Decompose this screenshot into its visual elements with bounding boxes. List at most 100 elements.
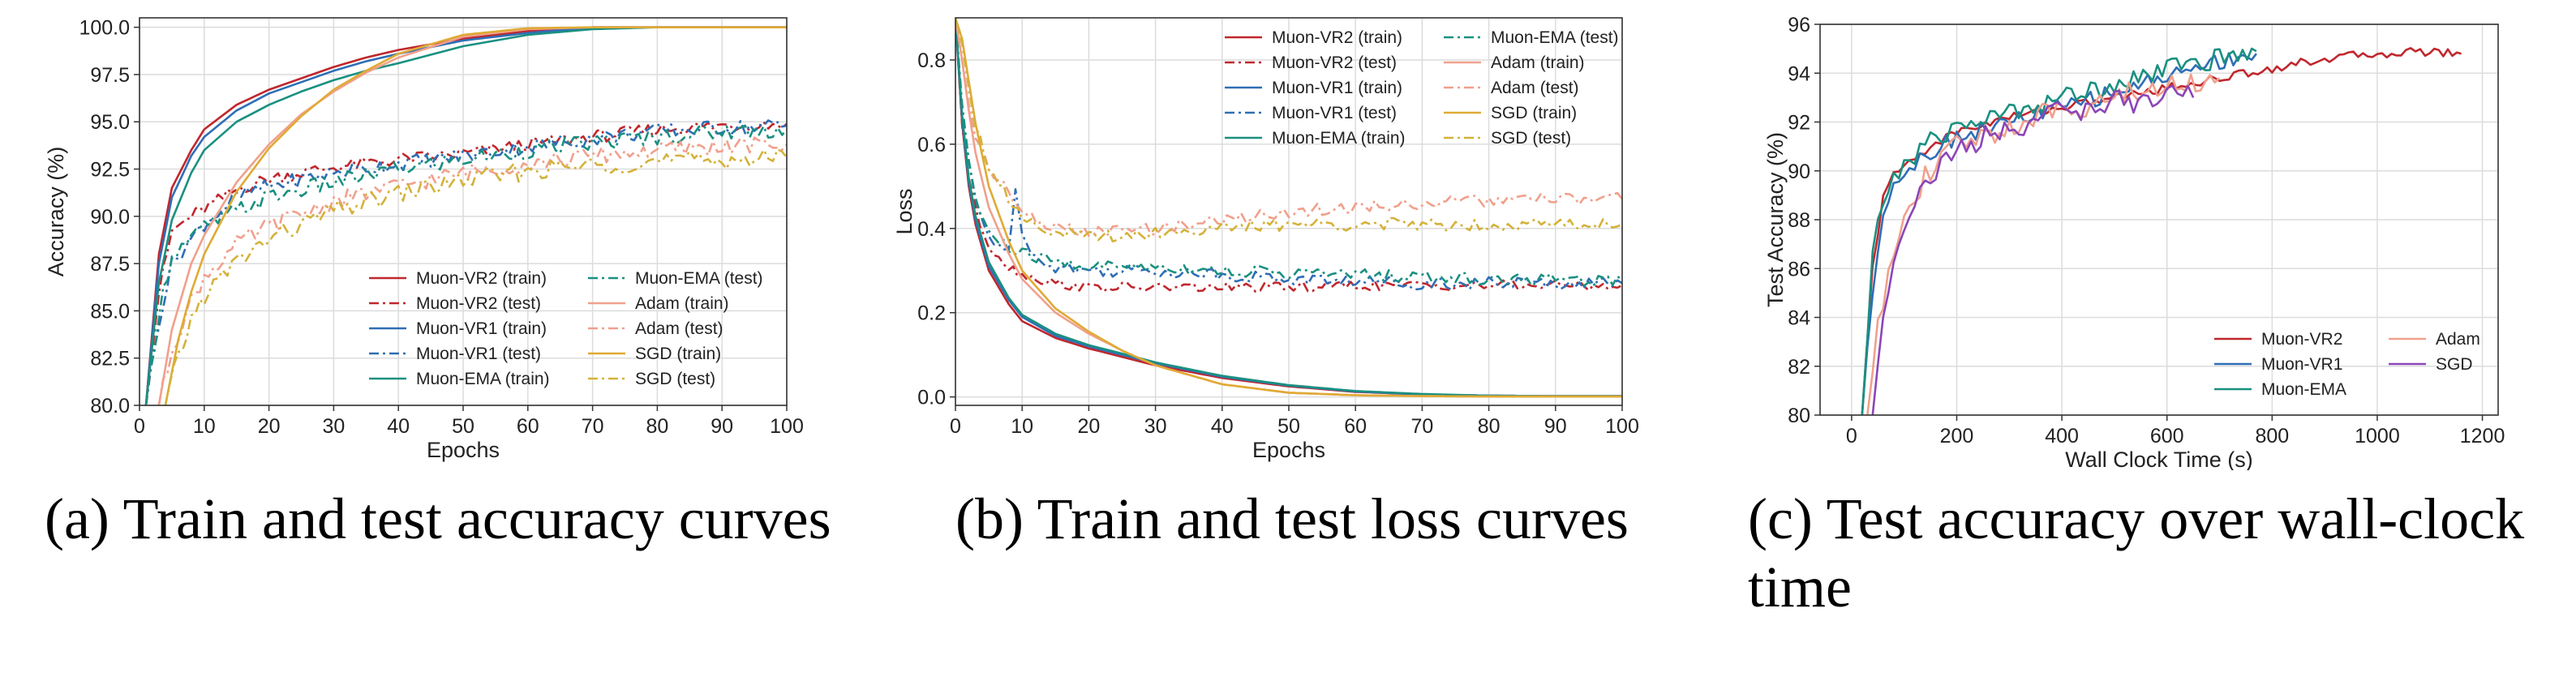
x-tick-label: 80 (1478, 415, 1501, 438)
x-axis-label: Wall Clock Time (s) (2065, 448, 2253, 470)
series-line-muon-ema-test (144, 124, 787, 405)
legend-label-sgd-train: SGD (train) (1491, 104, 1577, 122)
x-tick-label: 10 (193, 415, 216, 438)
x-tick-label: 90 (1544, 415, 1567, 438)
y-tick-label: 97.5 (90, 64, 130, 87)
legend-label-muon-vr2: Muon-VR2 (2261, 330, 2342, 349)
legend-label-sgd-test: SGD (test) (1491, 129, 1571, 148)
x-tick-label: 100 (1605, 415, 1639, 438)
y-tick-label: 90.0 (90, 206, 130, 229)
legend-label-sgd: SGD (2436, 355, 2473, 374)
x-axis-label: Epochs (1252, 438, 1325, 462)
legend-label-muon-vr1: Muon-VR1 (2261, 355, 2342, 374)
y-tick-label: 90 (1788, 161, 1810, 183)
x-tick-label: 0 (950, 415, 961, 438)
y-tick-label: 0.0 (917, 387, 946, 409)
x-tick-label: 1200 (2460, 425, 2505, 448)
caption-b: (b) Train and test loss curves (955, 486, 1629, 551)
series-line-muon-vr1-test (955, 18, 1622, 291)
y-tick-label: 0.6 (917, 134, 946, 156)
legend: Muon-VR2 (train) Muon-VR2 (test) Muon-VR1 … (1225, 28, 1619, 148)
series-line-sgd-train (164, 26, 787, 405)
y-tick-label: 0.4 (917, 218, 946, 241)
x-tick-label: 10 (1011, 415, 1033, 438)
legend-label-adam-test: Adam (test) (1491, 79, 1579, 97)
legend-label-adam-test: Adam (test) (635, 319, 723, 338)
y-axis-label: Accuracy (%) (44, 147, 68, 277)
x-tick-label: 70 (582, 415, 604, 438)
series-line-muon-vr1 (1861, 52, 2257, 415)
series-line-sgd (1871, 84, 2195, 415)
series-line-muon-vr2-test (144, 121, 787, 405)
legend-label-muon-vr1-test: Muon-VR1 (test) (1272, 104, 1397, 122)
series-line-sgd-train (955, 18, 1622, 398)
legend-label-muon-vr2-train: Muon-VR2 (train) (416, 269, 547, 288)
legend-label-adam-train: Adam (train) (635, 294, 729, 313)
chart-panel-b: 0 10 20 30 40 50 60 70 80 90 100 0.0 0.2 0.4 0.6 0.8 Epo… (884, 0, 1695, 470)
x-tick-label: 400 (2045, 425, 2079, 448)
legend: Muon-VR2 (train) Muon-VR2 (test) Muon-VR1 … (369, 269, 763, 388)
y-tick-label: 80.0 (90, 395, 130, 418)
grid (955, 18, 1623, 405)
caption-a: (a) Train and test accuracy curves (45, 486, 831, 551)
y-tick-label: 82 (1788, 356, 1810, 379)
y-axis-label: Test Accuracy (%) (1763, 132, 1788, 307)
x-tick-label: 50 (1277, 415, 1300, 438)
series-group (144, 26, 787, 405)
x-tick-label: 40 (387, 415, 410, 438)
caption-c: (c) Test accuracy over wall-clock time (1748, 486, 2525, 619)
x-tick-label: 60 (1344, 415, 1367, 438)
legend-label-muon-ema-test: Muon-EMA (test) (635, 269, 763, 288)
series-line-muon-vr1-test (144, 119, 787, 405)
legend-label-muon-vr1-train: Muon-VR1 (train) (416, 319, 547, 338)
series-group (955, 18, 1622, 398)
legend-label-adam-train: Adam (train) (1491, 54, 1585, 72)
legend-label-muon-ema-train: Muon-EMA (train) (416, 370, 550, 388)
y-tick-label: 94 (1788, 62, 1810, 85)
series-line-sgd-test (164, 148, 787, 405)
series-group (1861, 47, 2462, 415)
x-tick-label: 50 (452, 415, 474, 438)
x-axis-label: Epochs (427, 438, 500, 462)
y-tick-label: 87.5 (90, 253, 130, 276)
series-line-muon-ema-test (955, 18, 1622, 287)
x-tick-label: 20 (1077, 415, 1100, 438)
y-tick-label: 82.5 (90, 348, 130, 370)
y-tick-label: 80 (1788, 405, 1810, 427)
y-tick-label: 86 (1788, 258, 1810, 281)
y-tick-label: 85.0 (90, 300, 130, 323)
wallclock-chart: 0 200 400 600 800 1000 1200 80 82 84 86 88 90 92 94 96 W… (1763, 14, 2505, 470)
legend-label-muon-vr2-train: Muon-VR2 (train) (1272, 28, 1402, 47)
x-tick-label: 40 (1211, 415, 1234, 438)
x-tick-label: 60 (517, 415, 539, 438)
series-line-sgd-test (955, 18, 1622, 243)
legend-label-muon-vr1-test: Muon-VR1 (test) (416, 345, 541, 363)
series-line-muon-ema (1861, 47, 2257, 415)
legend-label-muon-vr1-train: Muon-VR1 (train) (1272, 79, 1402, 97)
x-tick-label: 100 (770, 415, 804, 438)
x-tick-label: 30 (1144, 415, 1167, 438)
y-tick-label: 96 (1788, 14, 1810, 36)
legend-label-sgd-test: SGD (test) (635, 370, 715, 388)
y-tick-label: 0.2 (917, 302, 946, 325)
series-line-adam-test (157, 136, 787, 405)
series-line-adam (1866, 73, 2221, 415)
legend-label-sgd-train: SGD (train) (635, 345, 721, 363)
chart-panel-c: 0 200 400 600 800 1000 1200 80 82 84 86 88 90 92 94 96 W… (1719, 0, 2576, 470)
legend-label-muon-ema-test: Muon-EMA (test) (1491, 28, 1619, 47)
y-tick-label: 92.5 (90, 159, 130, 182)
y-tick-label: 92 (1788, 112, 1810, 135)
legend-label-muon-vr2-test: Muon-VR2 (test) (1272, 54, 1397, 72)
legend-label-muon-ema: Muon-EMA (2261, 380, 2346, 399)
y-tick-label: 84 (1788, 307, 1810, 330)
legend-label-muon-vr2-test: Muon-VR2 (test) (416, 294, 541, 313)
x-tick-label: 800 (2255, 425, 2289, 448)
x-tick-label: 80 (646, 415, 668, 438)
legend: Muon-VR2 Muon-VR1 Muon-EMA Adam SGD (2214, 330, 2480, 399)
chart-panel-a: 0 10 20 30 40 50 60 70 80 90 100 80.0 82.5 85.0 87.5 90… (0, 0, 844, 470)
x-tick-label: 20 (258, 415, 281, 438)
x-tick-label: 70 (1410, 415, 1433, 438)
x-tick-label: 200 (1940, 425, 1974, 448)
x-tick-label: 0 (1846, 425, 1857, 448)
x-tick-label: 0 (134, 415, 145, 438)
